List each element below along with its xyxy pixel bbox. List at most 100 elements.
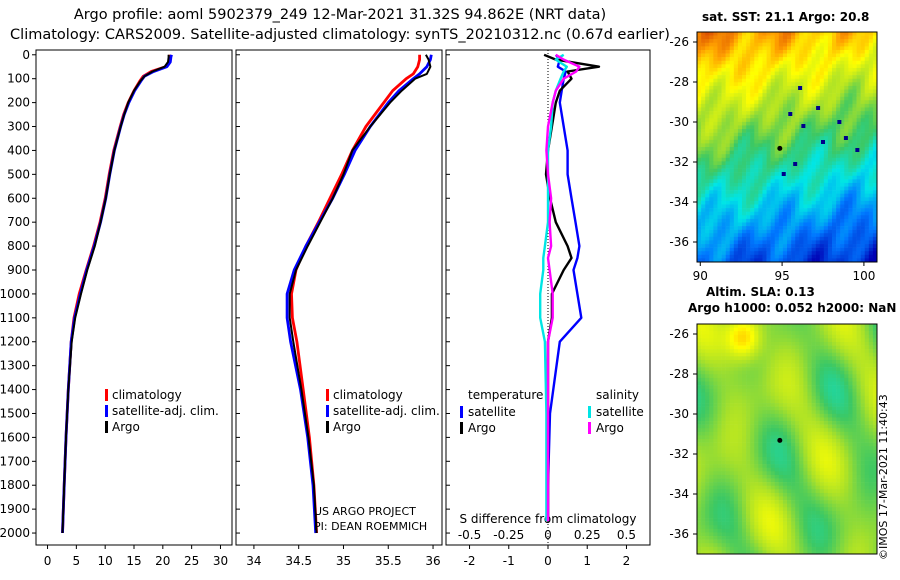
figure-title-line-1: Argo profile: aoml 5902379_249 12-Mar-20…: [73, 7, 607, 23]
temp-legend-swatch-1: [105, 405, 108, 417]
diff-legend-temp-label-0: satellite: [468, 405, 516, 419]
temp-x-tick-label-15: 15: [126, 554, 141, 568]
temp-x-tick-label-20: 20: [155, 554, 170, 568]
diff-legend-sal-title: salinity: [596, 388, 639, 402]
depth-tick-label-1600: 1600: [0, 430, 30, 444]
sst-lat-label--32: -32: [669, 155, 689, 169]
sal-legend-label-0: climatology: [333, 388, 403, 402]
profile-panel-frame-salinity: [235, 49, 443, 546]
diff-s-tick-label-4: 0.5: [617, 528, 636, 542]
sal-legend-label-1: satellite-adj. clim.: [333, 404, 440, 418]
temp-x-tick-label-10: 10: [98, 554, 113, 568]
sst-map-title: sat. SST: 21.1 Argo: 20.8: [702, 10, 870, 24]
sla-lat-label--26: -26: [669, 327, 689, 341]
depth-tick-label-100: 100: [7, 72, 30, 86]
sst-lat-label--28: -28: [669, 75, 689, 89]
diff-legend-temp-swatch-1: [460, 422, 463, 434]
temp-legend-label-1: satellite-adj. clim.: [112, 404, 219, 418]
depth-tick-label-1400: 1400: [0, 383, 30, 397]
diff-legend-sal-label-1: Argo: [596, 421, 624, 435]
diff-x-tick-label--1: -1: [503, 554, 515, 568]
depth-tick-label-1700: 1700: [0, 454, 30, 468]
diff-legend-sal-swatch-0: [588, 406, 591, 418]
diff-x-tick-label--2: -2: [464, 554, 476, 568]
depth-tick-label-1100: 1100: [0, 311, 30, 325]
sal-x-tick-label-35.5: 35.5: [375, 554, 402, 568]
sal-legend-label-2: Argo: [333, 420, 361, 434]
sla-lat-label--36: -36: [669, 527, 689, 541]
depth-tick-label-1200: 1200: [0, 335, 30, 349]
diff-legend-sal-swatch-1: [588, 422, 591, 434]
sst-observation-dot-1: [801, 124, 806, 128]
sst-lon-label-95: 95: [774, 269, 789, 283]
depth-tick-label-700: 700: [7, 215, 30, 229]
difference-series-0: [546, 54, 583, 522]
difference-series-2: [539, 53, 568, 522]
sla-lat-label--30: -30: [669, 407, 689, 421]
sla-lat-label--34: -34: [669, 487, 689, 501]
diff-s-tick-label-2: 0: [544, 528, 552, 542]
depth-tick-label-0: 0: [22, 48, 30, 62]
sst-lat-label--30: -30: [669, 115, 689, 129]
sal-x-tick-label-34: 34: [246, 554, 261, 568]
pi-name-label: PI: DEAN ROEMMICH: [314, 520, 427, 533]
sla-map-title: Altim. SLA: 0.13: [706, 285, 815, 299]
sal-legend-swatch-0: [326, 389, 329, 401]
temp-x-tick-label-5: 5: [73, 554, 81, 568]
figure-title-line-2: Climatology: CARS2009. Satellite-adjuste…: [10, 27, 670, 43]
depth-tick-label-1900: 1900: [0, 502, 30, 516]
sst-lat-label--34: -34: [669, 195, 689, 209]
sla-map-frame: [696, 323, 878, 555]
depth-tick-label-600: 600: [7, 191, 30, 205]
temp-x-tick-label-30: 30: [213, 554, 228, 568]
sst-lon-label-90: 90: [693, 269, 708, 283]
depth-tick-label-200: 200: [7, 96, 30, 110]
sst-observation-dot-6: [793, 162, 798, 166]
sla-lat-label--32: -32: [669, 447, 689, 461]
temp-legend-label-0: climatology: [112, 388, 182, 402]
sst-observation-dot-5: [781, 172, 786, 176]
depth-tick-label-1300: 1300: [0, 359, 30, 373]
diff-x-tick-label-1: 1: [583, 554, 591, 568]
temp-legend-label-2: Argo: [112, 420, 140, 434]
diff-legend-temp-swatch-0: [460, 406, 463, 418]
sst-observation-dot-3: [816, 106, 821, 110]
temp-legend-swatch-0: [105, 389, 108, 401]
depth-tick-label-2000: 2000: [0, 526, 30, 540]
temp-x-tick-label-0: 0: [44, 554, 52, 568]
sla-profile-marker: [777, 437, 783, 443]
salinity-series-2: [288, 54, 432, 534]
sla-map: [697, 324, 878, 555]
salinity-series-0: [290, 54, 422, 534]
depth-tick-label-1000: 1000: [0, 287, 30, 301]
sst-lat-label--26: -26: [669, 35, 689, 49]
sst-map-frame: [696, 31, 878, 263]
sst-observation-dot-4: [855, 148, 860, 152]
sst-observation-dot-2: [837, 120, 842, 124]
sst-profile-marker: [777, 145, 783, 151]
temp-x-tick-label-25: 25: [184, 554, 199, 568]
diff-x-tick-label-2: 2: [623, 554, 631, 568]
depth-tick-label-400: 400: [7, 143, 30, 157]
sla-lat-label--28: -28: [669, 367, 689, 381]
temp-legend-swatch-2: [105, 421, 108, 433]
depth-tick-label-1800: 1800: [0, 478, 30, 492]
depth-tick-label-1500: 1500: [0, 406, 30, 420]
sal-legend-swatch-1: [326, 405, 329, 417]
sal-x-tick-label-35: 35: [336, 554, 351, 568]
diff-legend-sal-label-0: satellite: [596, 405, 644, 419]
depth-tick-label-900: 900: [7, 263, 30, 277]
diff-legend-temp-label-1: Argo: [468, 421, 496, 435]
diff-s-tick-label-3: 0.25: [574, 528, 601, 542]
sst-observation-dot-0: [788, 112, 793, 116]
sla-map-subtitle: Argo h1000: 0.052 h2000: NaN: [688, 301, 897, 315]
sst-observation-dot-7: [843, 136, 848, 140]
us-argo-project-label: US ARGO PROJECT: [314, 505, 416, 518]
depth-tick-label-500: 500: [7, 167, 30, 181]
diff-legend-temp-title: temperature: [468, 388, 543, 402]
sst-observation-dot-8: [821, 140, 825, 144]
sst-observation-dot-9: [798, 86, 803, 90]
sal-x-tick-label-34.5: 34.5: [285, 554, 312, 568]
difference-series-3: [545, 53, 581, 522]
